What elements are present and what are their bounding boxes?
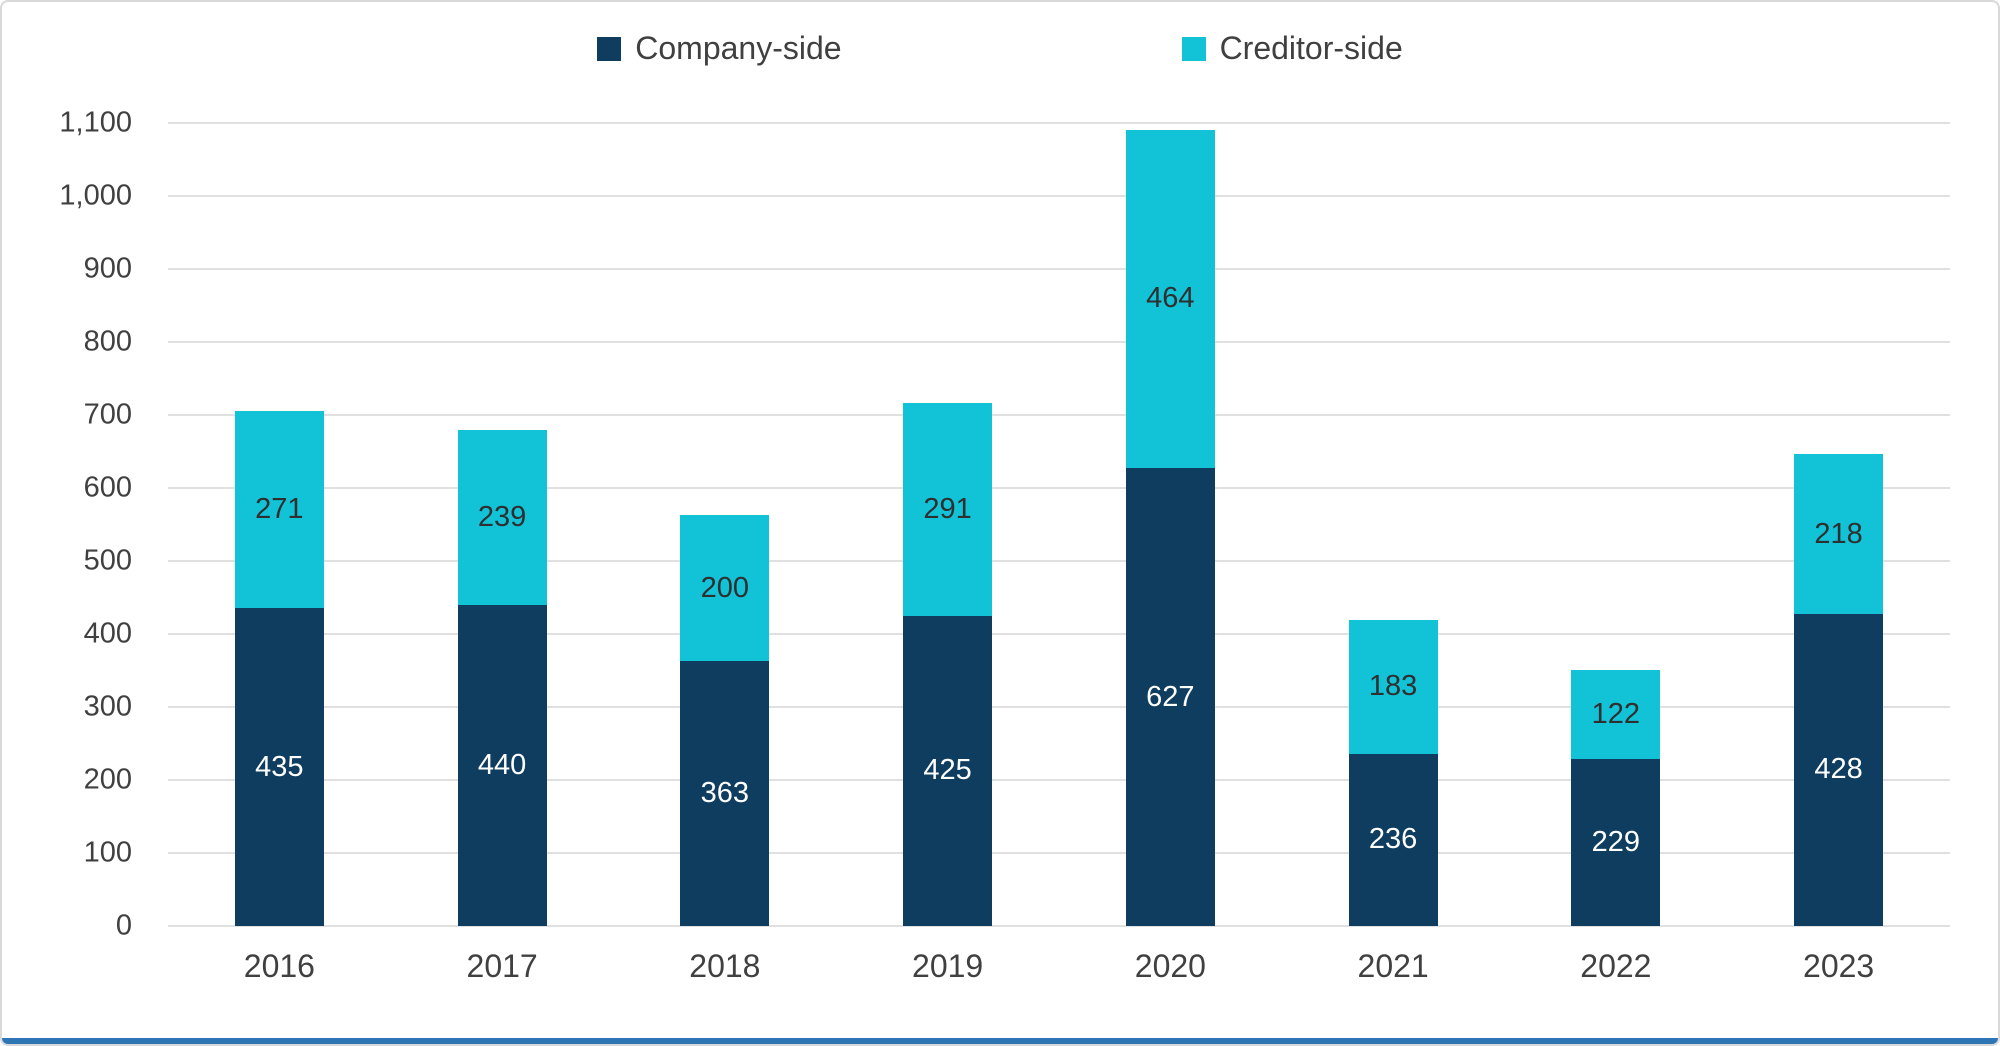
x-axis: 2016 2017 2018 2019 2020 2021 2022 2023 bbox=[168, 948, 1950, 985]
gridline bbox=[168, 925, 1950, 927]
gridline bbox=[168, 852, 1950, 854]
gridline bbox=[168, 706, 1950, 708]
data-label: 440 bbox=[477, 748, 527, 781]
data-label: 428 bbox=[1814, 753, 1863, 786]
y-tick-label: 1,000 bbox=[59, 179, 132, 212]
y-tick-label: 700 bbox=[83, 398, 132, 431]
bar-segment-creditor-side-2023: 218 bbox=[1794, 454, 1884, 614]
y-tick-label: 900 bbox=[83, 252, 132, 285]
gridline bbox=[168, 633, 1950, 635]
stacked-bar-2023: 218 428 bbox=[1794, 123, 1884, 926]
x-tick-label-2020: 2020 bbox=[1134, 948, 1206, 984]
x-tick-label-2023: 2023 bbox=[1803, 948, 1875, 984]
category-slot-2022: 122 229 bbox=[1505, 123, 1728, 926]
y-tick-label: 200 bbox=[83, 763, 132, 796]
legend: Company-side Creditor-side bbox=[2, 30, 1998, 67]
legend-item-company-side: Company-side bbox=[597, 30, 842, 67]
bar-segment-creditor-side-2019: 291 bbox=[903, 403, 993, 616]
data-label: 122 bbox=[1591, 697, 1641, 730]
category-slot-2018: 200 363 bbox=[614, 123, 837, 926]
data-label: 229 bbox=[1591, 825, 1641, 858]
gridline bbox=[168, 122, 1950, 124]
x-tick-label-2019: 2019 bbox=[912, 948, 984, 984]
category-slot-2017: 239 440 bbox=[391, 123, 614, 926]
legend-item-creditor-side: Creditor-side bbox=[1181, 30, 1403, 67]
data-label: 200 bbox=[700, 571, 750, 604]
bar-segment-creditor-side-2020: 464 bbox=[1125, 129, 1215, 469]
gridline bbox=[168, 195, 1950, 197]
data-label: 271 bbox=[255, 493, 304, 526]
bar-segment-company-side-2023: 428 bbox=[1794, 613, 1884, 926]
x-tick-label-2022: 2022 bbox=[1580, 948, 1652, 984]
gridline bbox=[168, 487, 1950, 489]
bar-segment-company-side-2019: 425 bbox=[903, 615, 993, 926]
legend-label: Creditor-side bbox=[1219, 30, 1403, 66]
bar-segment-company-side-2016: 435 bbox=[234, 608, 324, 926]
x-tick-label-2017: 2017 bbox=[466, 948, 538, 984]
data-label: 239 bbox=[477, 501, 527, 534]
legend-swatch-company-side bbox=[597, 36, 622, 61]
plot-area: 271 435 239 440 200 363 291 425 464 627 183 236 122 2… bbox=[168, 122, 1950, 927]
category-slot-2016: 271 435 bbox=[168, 123, 391, 926]
bar-segment-company-side-2021: 236 bbox=[1348, 753, 1438, 926]
x-tick-label-2016: 2016 bbox=[243, 948, 315, 984]
data-label: 435 bbox=[255, 750, 304, 783]
legend-label: Company-side bbox=[635, 30, 842, 66]
bar-segment-company-side-2022: 229 bbox=[1571, 758, 1661, 926]
bar-segment-creditor-side-2022: 122 bbox=[1571, 669, 1661, 759]
stacked-bar-2018: 200 363 bbox=[680, 123, 770, 926]
bar-segment-creditor-side-2018: 200 bbox=[680, 515, 770, 662]
y-tick-label: 0 bbox=[115, 909, 132, 942]
y-tick-label: 100 bbox=[83, 836, 132, 869]
bar-segment-creditor-side-2021: 183 bbox=[1348, 620, 1438, 754]
bar-segment-creditor-side-2017: 239 bbox=[457, 430, 547, 605]
gridline bbox=[168, 560, 1950, 562]
gridline bbox=[168, 414, 1950, 416]
data-label: 464 bbox=[1146, 282, 1195, 315]
y-tick-label: 1,100 bbox=[59, 106, 132, 139]
stacked-bar-2019: 291 425 bbox=[903, 123, 993, 926]
stacked-bar-2017: 239 440 bbox=[457, 123, 547, 926]
stacked-bar-2021: 183 236 bbox=[1348, 123, 1438, 926]
gridline bbox=[168, 268, 1950, 270]
bar-segment-creditor-side-2016: 271 bbox=[234, 410, 324, 609]
data-label: 291 bbox=[923, 493, 972, 526]
data-label: 425 bbox=[923, 754, 972, 787]
x-tick-label-2018: 2018 bbox=[689, 948, 761, 984]
y-axis: 0 100 200 300 400 500 600 700 800 900 1,000 1,100 bbox=[2, 107, 152, 942]
bar-segment-company-side-2020: 627 bbox=[1125, 468, 1215, 926]
y-tick-label: 800 bbox=[83, 325, 132, 358]
y-tick-label: 300 bbox=[83, 690, 132, 723]
bar-segment-company-side-2017: 440 bbox=[457, 604, 547, 926]
y-tick-label: 400 bbox=[83, 617, 132, 650]
data-label: 218 bbox=[1814, 517, 1863, 550]
data-label: 183 bbox=[1368, 670, 1418, 703]
data-label: 627 bbox=[1146, 680, 1195, 713]
gridline bbox=[168, 779, 1950, 781]
bar-segment-company-side-2018: 363 bbox=[680, 661, 770, 926]
stacked-bar-2020: 464 627 bbox=[1125, 123, 1215, 926]
stacked-bar-2016: 271 435 bbox=[234, 123, 324, 926]
y-tick-label: 600 bbox=[83, 471, 132, 504]
bars-group: 271 435 239 440 200 363 291 425 464 627 183 236 122 2… bbox=[168, 123, 1950, 926]
category-slot-2020: 464 627 bbox=[1059, 123, 1282, 926]
bottom-accent-line bbox=[2, 1038, 1998, 1044]
category-slot-2023: 218 428 bbox=[1727, 123, 1950, 926]
stacked-bar-2022: 122 229 bbox=[1571, 123, 1661, 926]
data-label: 236 bbox=[1368, 823, 1418, 856]
gridline bbox=[168, 341, 1950, 343]
data-label: 363 bbox=[700, 777, 750, 809]
x-tick-label-2021: 2021 bbox=[1357, 948, 1429, 984]
legend-swatch-creditor-side bbox=[1181, 36, 1206, 61]
category-slot-2021: 183 236 bbox=[1282, 123, 1505, 926]
y-tick-label: 500 bbox=[83, 544, 132, 577]
category-slot-2019: 291 425 bbox=[836, 123, 1059, 926]
